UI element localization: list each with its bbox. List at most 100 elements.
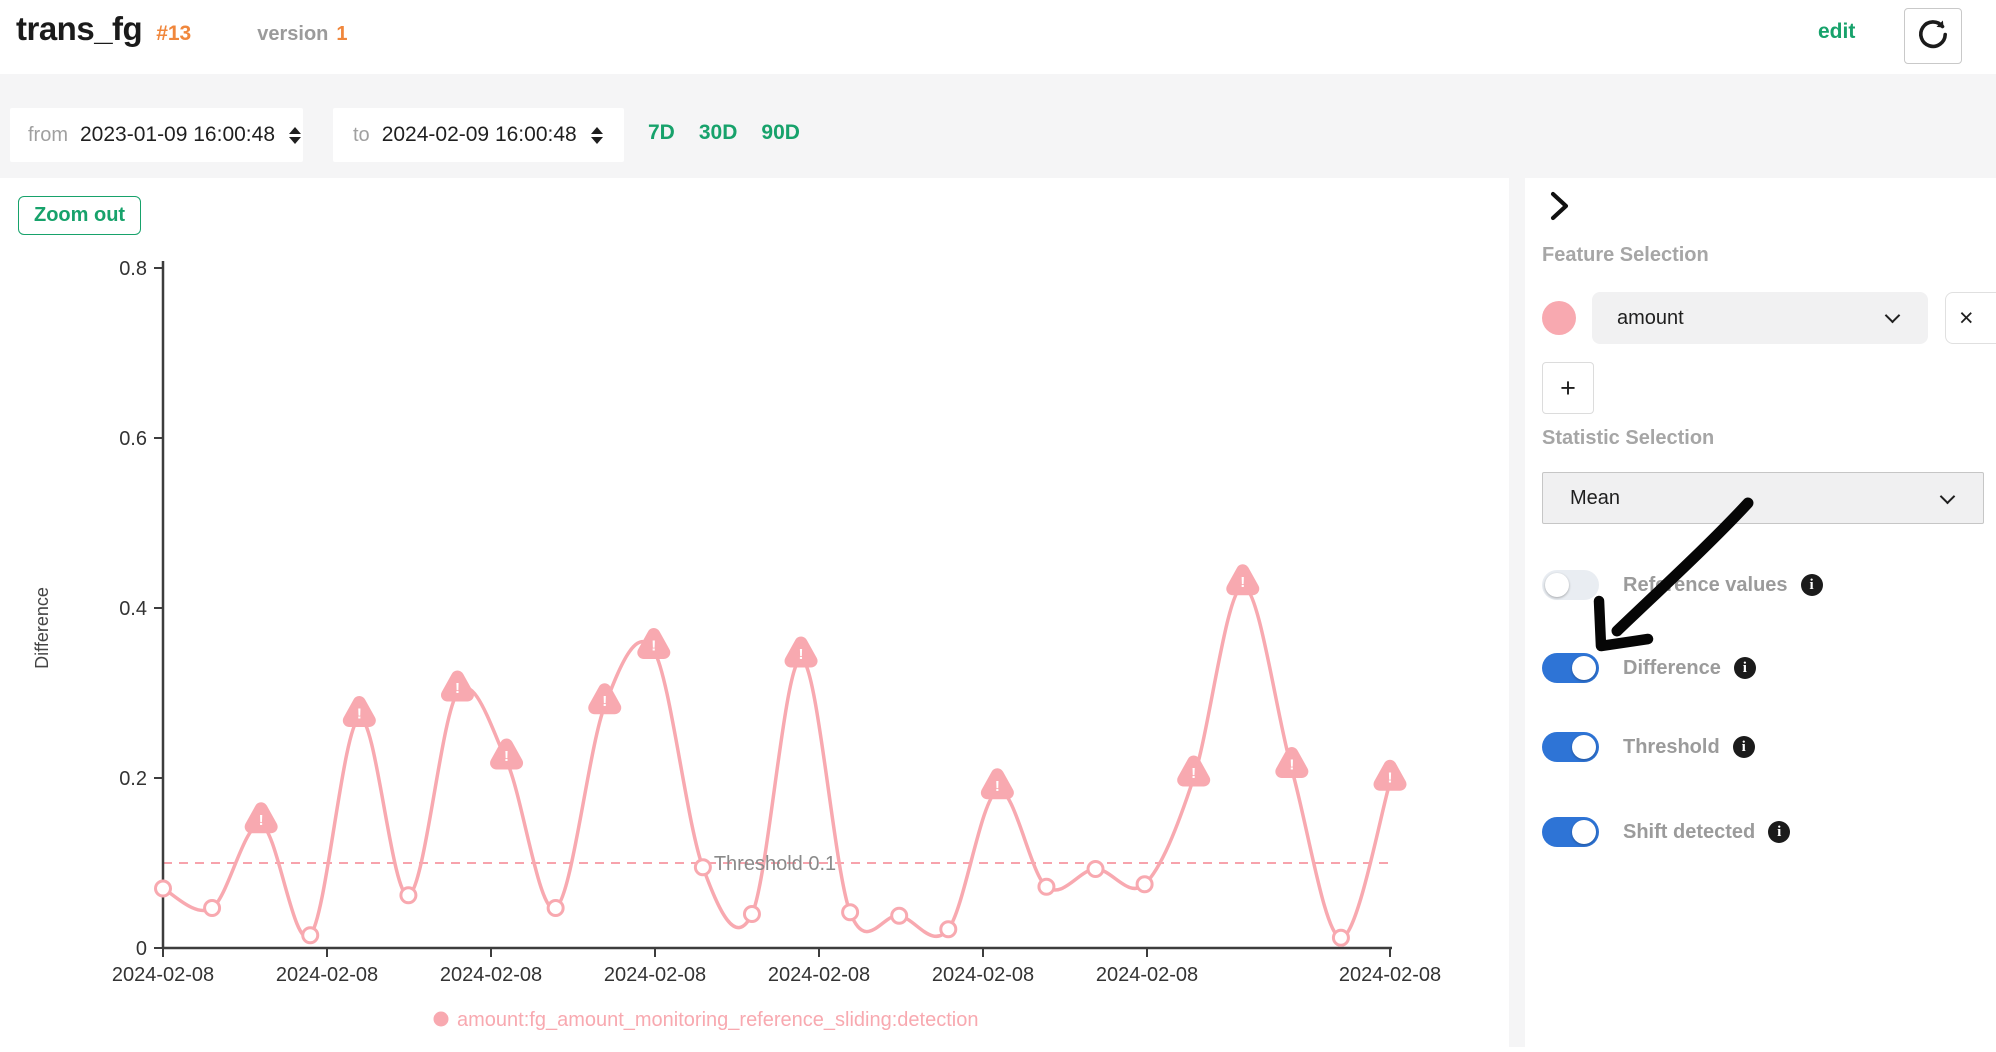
svg-text:!: !: [357, 706, 362, 723]
toggle-label: Difference: [1623, 656, 1721, 679]
toggle-reference-values[interactable]: [1542, 570, 1599, 600]
data-point-marker: [203, 899, 222, 918]
refresh-button[interactable]: [1904, 8, 1962, 64]
chevron-right-icon: [1548, 191, 1572, 226]
shift-detected-marker: !: [1226, 564, 1260, 596]
toggle-label: Threshold: [1623, 735, 1720, 758]
id-badge: #13: [156, 22, 192, 45]
svg-text:2024-02-08: 2024-02-08: [932, 964, 1034, 986]
data-point-marker: [742, 905, 761, 923]
data-point-marker: [154, 879, 172, 898]
info-icon[interactable]: i: [1733, 657, 1756, 679]
shift-detected-marker: !: [637, 628, 671, 659]
toggle-label: Shift detected: [1623, 820, 1756, 843]
edit-button[interactable]: edit: [1818, 20, 1856, 43]
svg-text:!: !: [504, 748, 509, 765]
refresh-icon: [1915, 16, 1951, 57]
svg-text:2024-02-08: 2024-02-08: [1096, 964, 1198, 986]
toggle-threshold[interactable]: [1542, 732, 1599, 762]
from-label: from: [28, 123, 68, 146]
shift-detected-marker: !: [1275, 747, 1309, 778]
to-date-picker[interactable]: to 2024-02-09 16:00:48: [333, 108, 624, 162]
feature-selection-heading: Feature Selection: [1542, 244, 1709, 266]
toggle-row-difference: Difference i: [1542, 653, 1756, 683]
svg-text:0.6: 0.6: [119, 428, 147, 450]
data-point-marker: [939, 920, 958, 939]
svg-text:!: !: [799, 646, 804, 663]
chevron-down-icon: [1939, 488, 1956, 505]
svg-text:2024-02-08: 2024-02-08: [276, 964, 378, 986]
svg-text:2024-02-08: 2024-02-08: [1339, 964, 1441, 986]
svg-text:0: 0: [136, 938, 147, 960]
range-7d-button[interactable]: 7D: [648, 121, 675, 144]
svg-text:!: !: [1289, 757, 1294, 774]
header: trans_fg #13 version 1 edit: [0, 0, 1996, 74]
shift-detected-marker: !: [440, 670, 474, 702]
stepper-icon[interactable]: [289, 126, 301, 144]
add-feature-button[interactable]: +: [1542, 362, 1594, 414]
svg-text:!: !: [259, 812, 264, 829]
version-value: 1: [336, 23, 348, 45]
svg-text:0.2: 0.2: [119, 768, 147, 790]
range-90d-button[interactable]: 90D: [761, 121, 800, 144]
stepper-icon[interactable]: [590, 126, 603, 144]
from-date-picker[interactable]: from 2023-01-09 16:00:48: [10, 108, 303, 162]
feature-select-value: amount: [1617, 306, 1684, 329]
statistic-select[interactable]: Mean: [1542, 472, 1984, 524]
svg-text:!: !: [455, 680, 460, 697]
svg-text:0.8: 0.8: [119, 258, 147, 280]
svg-text:0.4: 0.4: [119, 598, 147, 620]
shift-detected-marker: !: [490, 738, 524, 770]
svg-text:!: !: [995, 778, 1000, 795]
data-point-marker: [301, 926, 320, 945]
statistic-select-value: Mean: [1570, 486, 1621, 509]
info-icon[interactable]: i: [1800, 574, 1823, 596]
feature-select[interactable]: amount: [1592, 292, 1928, 344]
toggle-knob: [1572, 656, 1596, 680]
close-icon: ×: [1959, 303, 1974, 332]
toggle-difference[interactable]: [1542, 653, 1599, 683]
data-point-marker: [1135, 875, 1154, 894]
y-axis-label: Difference: [32, 587, 52, 669]
collapse-sidebar-button[interactable]: [1548, 190, 1572, 227]
info-icon[interactable]: i: [1732, 736, 1755, 758]
data-point-marker: [693, 858, 712, 877]
data-point-marker: [1086, 859, 1105, 878]
svg-text:!: !: [1240, 574, 1245, 591]
to-value: 2024-02-09 16:00:48: [381, 123, 577, 146]
svg-text:!: !: [1388, 769, 1393, 786]
toggle-row-shift-detected: Shift detected i: [1542, 817, 1791, 847]
difference-line-chart[interactable]: 0 0.2 0.4 0.6 0.8 2024-02-08 2024-02-08 2024-02…: [0, 178, 1509, 1052]
zoom-out-button[interactable]: Zoom out: [18, 196, 142, 235]
shift-detected-marker: !: [980, 768, 1014, 800]
shift-detected-marker: !: [244, 802, 278, 834]
svg-text:!: !: [651, 638, 656, 655]
shift-detected-marker: !: [588, 683, 622, 715]
feature-color-swatch: [1542, 301, 1576, 335]
settings-sidebar: Feature Selection amount × + Statistic S…: [1525, 178, 1996, 1047]
from-value: 2023-01-09 16:00:48: [80, 123, 275, 146]
date-controls-strip: from 2023-01-09 16:00:48 to 2024-02-09 1…: [0, 74, 1996, 178]
toggle-row-reference-values: Reference values i: [1542, 570, 1823, 600]
shift-detected-marker: !: [784, 636, 818, 668]
svg-text:2024-02-08: 2024-02-08: [440, 964, 542, 986]
svg-text:!: !: [1191, 765, 1196, 782]
remove-feature-button[interactable]: ×: [1945, 292, 1996, 344]
shift-detected-marker: !: [1177, 755, 1211, 787]
data-point-marker: [1037, 877, 1056, 896]
threshold-label: Threshold 0.1: [714, 853, 836, 875]
plus-icon: +: [1560, 372, 1576, 403]
chevron-down-icon: [1884, 307, 1901, 324]
toggle-knob: [1572, 735, 1596, 759]
svg-text:!: !: [602, 693, 607, 710]
version-label: version: [257, 23, 329, 45]
toggle-row-threshold: Threshold i: [1542, 732, 1755, 762]
toggle-knob: [1545, 573, 1569, 597]
feature-row: amount ×: [1525, 292, 1996, 344]
range-30d-button[interactable]: 30D: [698, 121, 738, 144]
toggle-knob: [1572, 820, 1596, 844]
quick-ranges: 7D 30D 90D: [648, 121, 800, 145]
statistic-selection-heading: Statistic Selection: [1542, 427, 1715, 449]
info-icon[interactable]: i: [1768, 821, 1791, 843]
toggle-shift-detected[interactable]: [1542, 817, 1599, 847]
